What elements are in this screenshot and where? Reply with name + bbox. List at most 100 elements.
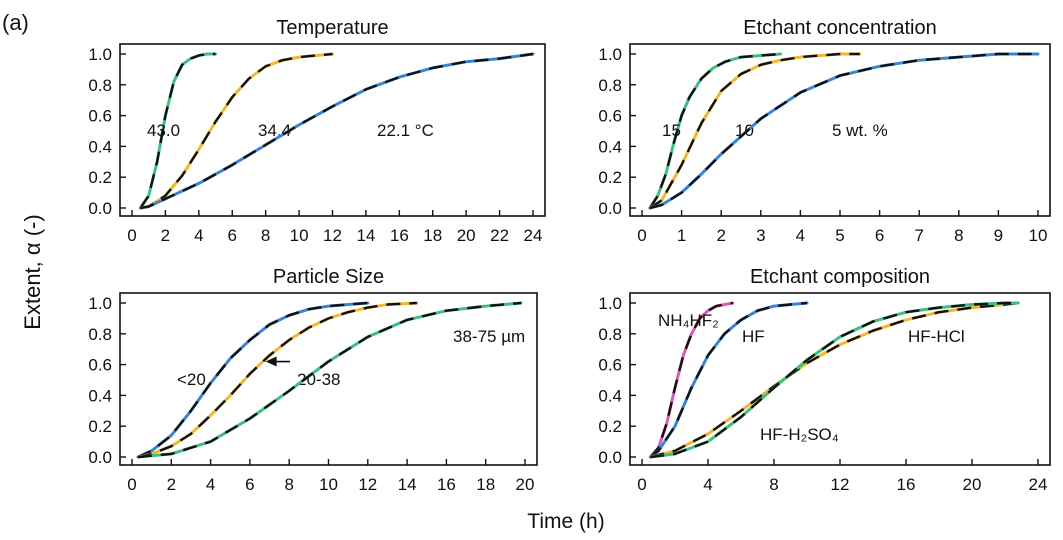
x-tick-label: 0 [127, 475, 136, 494]
x-tick-label: 1 [677, 226, 686, 245]
x-tick-label: 6 [228, 226, 237, 245]
chart-title: Particle Size [273, 266, 384, 288]
y-tick-label: 0.2 [598, 168, 622, 187]
x-tick-label: 10 [319, 475, 338, 494]
x-tick-label: 0 [637, 226, 646, 245]
x-tick-label: 16 [897, 475, 916, 494]
x-tick-label: 12 [831, 475, 850, 494]
x-tick-label: 8 [284, 475, 293, 494]
chart-panel-particle-size: Particle Size 0.0 0.2 0.4 0.6 0.8 1.0 0 2 4 6 8 10 12… [88, 266, 538, 494]
y-tick-label: 0.4 [88, 137, 112, 156]
x-tick-label: 5 [835, 226, 844, 245]
arrow-head [265, 356, 277, 367]
x-tick-label: 16 [437, 475, 456, 494]
x-tick-label: 24 [1029, 475, 1048, 494]
y-tick-label: 0.0 [88, 199, 112, 218]
fit-line [137, 301, 417, 459]
series-label: 38-75 µm [453, 327, 525, 346]
fit-line [649, 301, 808, 458]
chart-panel-etchant-composition: Etchant composition 0.0 0.2 0.4 0.6 0.8 1.0 0 4 8… [598, 266, 1051, 494]
x-tick-label: 14 [356, 226, 375, 245]
y-tick-label: 0.2 [598, 417, 622, 436]
series-label: <20 [177, 370, 206, 389]
series-label: 5 wt. % [832, 121, 888, 140]
y-tick-label: 0.0 [598, 448, 622, 467]
chart-title: Temperature [276, 17, 388, 39]
y-tick-label: 0.8 [598, 76, 622, 95]
x-tick-label: 8 [769, 475, 778, 494]
series-label: 22.1 °C [377, 121, 434, 140]
y-tick-label: 1.0 [88, 45, 112, 64]
x-tick-label: 4 [206, 475, 215, 494]
y-tick-label: 0.6 [88, 356, 112, 375]
x-tick-label: 4 [194, 226, 203, 245]
series-line [138, 52, 535, 210]
x-tick-label: 18 [423, 226, 442, 245]
series-label: 20-38 [297, 370, 340, 389]
x-tick-label: 20 [457, 226, 476, 245]
y-tick-label: 0.2 [88, 168, 112, 187]
x-tick-label: 10 [1029, 226, 1048, 245]
series-label: 34.4 [258, 121, 291, 140]
x-tick-label: 2 [167, 475, 176, 494]
y-tick-label: 0.4 [88, 386, 112, 405]
y-tick-label: 0.6 [598, 356, 622, 375]
fit-line [649, 301, 734, 458]
fit-line [140, 52, 333, 210]
shared-x-axis-label: Time (h) [527, 510, 604, 533]
fit-line [139, 52, 216, 209]
series-label: 10 [735, 121, 754, 140]
x-tick-label: 12 [323, 226, 342, 245]
fit-line [137, 301, 368, 459]
fit-line [649, 52, 860, 210]
x-tick-label: 20 [963, 475, 982, 494]
x-tick-label: 16 [390, 226, 409, 245]
fit-line [137, 301, 522, 459]
y-tick-label: 0.6 [598, 107, 622, 126]
x-tick-label: 10 [290, 226, 309, 245]
x-tick-label: 8 [954, 226, 963, 245]
x-tick-label: 3 [756, 226, 765, 245]
x-tick-label: 18 [476, 475, 495, 494]
y-tick-label: 0.4 [598, 137, 622, 156]
chart-panel-etchant-concentration: Etchant concentration 0.0 0.2 0.4 0.6 0.8 1.0 0… [598, 17, 1051, 245]
chart-title: Etchant concentration [743, 17, 936, 39]
x-tick-label: 14 [398, 475, 417, 494]
x-tick-label: 24 [524, 226, 543, 245]
x-tick-label: 0 [127, 226, 136, 245]
chart-title: Etchant composition [750, 266, 930, 288]
x-tick-label: 0 [637, 475, 646, 494]
x-tick-label: 6 [245, 475, 254, 494]
y-tick-label: 0.2 [88, 417, 112, 436]
series-label: HF-HCl [908, 327, 965, 346]
shared-y-axis-label: Extent, α (-) [20, 214, 45, 329]
y-tick-label: 1.0 [598, 294, 622, 313]
series-line [648, 301, 1020, 459]
fit-line [648, 52, 781, 209]
y-tick-label: 0.0 [598, 199, 622, 218]
series-label: 15 [662, 121, 681, 140]
x-tick-label: 4 [796, 226, 805, 245]
fit-line [140, 52, 534, 210]
y-tick-label: 1.0 [598, 45, 622, 64]
panel-label: (a) [2, 10, 29, 35]
fit-line [649, 52, 1038, 210]
series-label: 43.0 [147, 121, 180, 140]
x-tick-label: 22 [490, 226, 509, 245]
x-tick-label: 12 [358, 475, 377, 494]
y-tick-label: 0.8 [598, 325, 622, 344]
y-tick-label: 0.0 [88, 448, 112, 467]
x-tick-label: 2 [716, 226, 725, 245]
x-tick-label: 7 [914, 226, 923, 245]
series-label: HF [742, 327, 765, 346]
series-label: HF-H₂SO₄ [760, 425, 839, 444]
x-tick-label: 2 [161, 226, 170, 245]
x-tick-label: 9 [994, 226, 1003, 245]
y-tick-label: 0.8 [88, 76, 112, 95]
y-tick-label: 0.6 [88, 107, 112, 126]
x-tick-label: 20 [516, 475, 535, 494]
y-tick-label: 0.8 [88, 325, 112, 344]
x-tick-label: 8 [261, 226, 270, 245]
